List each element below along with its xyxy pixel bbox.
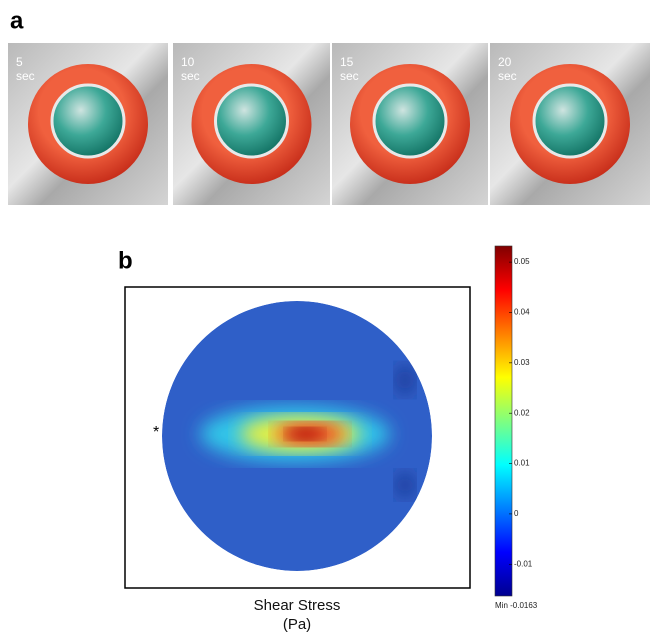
- time-unit: sec: [340, 69, 359, 83]
- time-unit: sec: [16, 69, 35, 83]
- time-unit: sec: [498, 69, 517, 83]
- heatmap: [162, 301, 432, 571]
- caption: (Pa): [283, 616, 311, 633]
- well: [374, 85, 446, 157]
- tick-label: 0.03: [514, 358, 530, 367]
- time-label: 10: [181, 55, 195, 69]
- caption: Shear Stress: [254, 597, 341, 614]
- time-label: 5: [16, 55, 23, 69]
- tick-label: 0: [514, 509, 519, 518]
- time-label: 15: [340, 55, 354, 69]
- tick-label: 0.04: [514, 308, 530, 317]
- min-label: Min -0.0163: [495, 601, 538, 610]
- tick-label: 0.05: [514, 257, 530, 266]
- time-unit: sec: [181, 69, 200, 83]
- colorbar: [495, 246, 512, 596]
- panel-label: a: [10, 7, 24, 34]
- tick-label: 0.01: [514, 459, 530, 468]
- tick-label: -0.01: [514, 559, 533, 568]
- marker: *: [153, 424, 159, 441]
- panel-label: b: [118, 247, 133, 274]
- well: [216, 85, 288, 157]
- tick-label: 0.02: [514, 408, 530, 417]
- well: [52, 85, 124, 157]
- well: [534, 85, 606, 157]
- figure: a 5sec10sec15sec20sec b * Shear Stress (…: [0, 0, 657, 637]
- time-label: 20: [498, 55, 512, 69]
